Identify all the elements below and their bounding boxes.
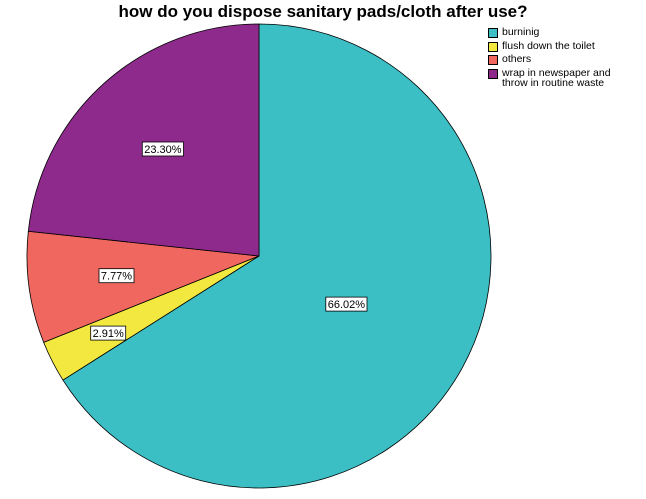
legend-item-0: burninig: [488, 27, 638, 38]
slice-label-text-0: 66.02%: [328, 299, 366, 311]
slice-label-box-0: [325, 296, 368, 312]
slice-label-1: 2.91%: [90, 325, 127, 341]
legend-swatch-0: [488, 28, 498, 38]
legend-swatch-3: [488, 68, 498, 79]
pie-slice-3: [27, 23, 260, 257]
legend-item-2: others: [488, 54, 638, 65]
chart-title: how do you dispose sanitary pads/cloth a…: [118, 2, 528, 21]
legend-label-0: burninig: [502, 26, 540, 38]
slice-label-box-3: [141, 141, 184, 157]
slice-label-0: 66.02%: [325, 296, 368, 312]
legend-item-3: wrap in newspaper and throw in routine w…: [488, 66, 638, 89]
legend-label-2: others: [502, 53, 532, 65]
slice-label-text-1: 2.91%: [93, 328, 124, 340]
legend-label-1: flush down the toilet: [502, 39, 595, 52]
slice-label-text-2: 7.77%: [101, 271, 132, 283]
pie-slice-2: [26, 230, 260, 343]
slice-label-text-3: 23.30%: [144, 144, 182, 156]
chart-legend: burninig flush down the toilet others wrap …: [488, 27, 638, 90]
legend-swatch-1: [488, 41, 498, 52]
slice-label-box-1: [90, 325, 127, 341]
legend-swatch-2: [488, 55, 498, 65]
slice-label-2: 7.77%: [98, 268, 135, 284]
slice-label-3: 23.30%: [141, 141, 184, 157]
legend-label-3: wrap in newspaper and throw in routine w…: [502, 66, 611, 89]
slice-label-box-2: [98, 268, 135, 284]
pie-slice-0: [62, 23, 492, 489]
legend-item-1: flush down the toilet: [488, 39, 638, 52]
